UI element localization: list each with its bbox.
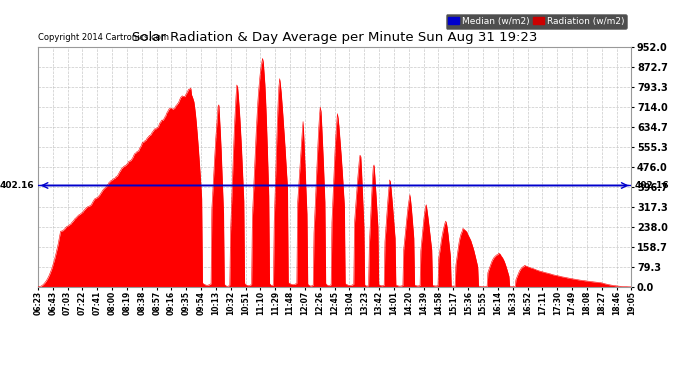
Text: Copyright 2014 Cartronics.com: Copyright 2014 Cartronics.com bbox=[38, 33, 169, 42]
Title: Solar Radiation & Day Average per Minute Sun Aug 31 19:23: Solar Radiation & Day Average per Minute… bbox=[132, 32, 538, 44]
Legend: Median (w/m2), Radiation (w/m2): Median (w/m2), Radiation (w/m2) bbox=[446, 14, 627, 28]
Text: 402.16: 402.16 bbox=[635, 181, 669, 190]
Text: 402.16: 402.16 bbox=[0, 181, 34, 190]
